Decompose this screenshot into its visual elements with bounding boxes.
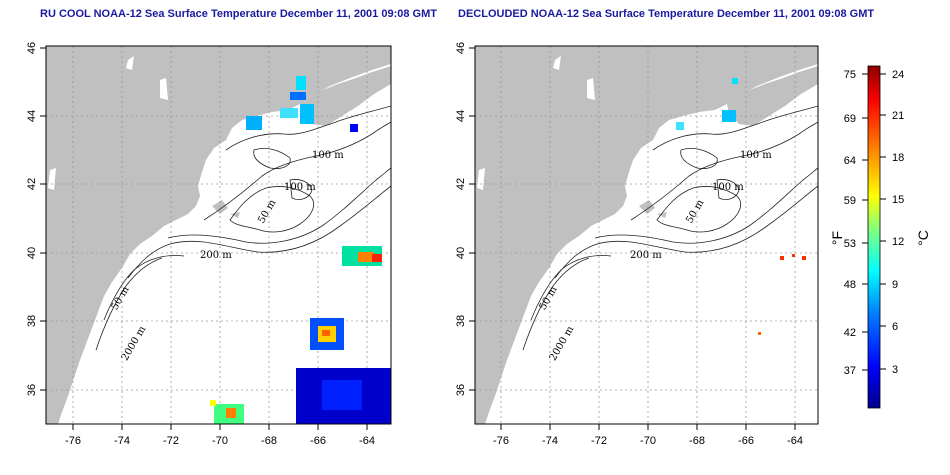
colorbar: 75 69 64 59 53 48 42 37 24 21 18 15 12 9…: [829, 65, 931, 409]
panel-2-title: DECLOUDED NOAA-12 Sea Surface Temperatur…: [458, 8, 875, 20]
celsius-label: °C: [915, 230, 931, 246]
contour-label: 100 m: [312, 150, 344, 161]
contour-label: 100 m: [284, 182, 316, 193]
lat-tick-label: 44: [455, 110, 467, 122]
map-panel-2: 100 m 100 m 50 m 200 m 50 m 2000 m -76 -…: [455, 42, 819, 447]
panel-1-title: RU COOL NOAA-12 Sea Surface Temperature …: [40, 8, 437, 20]
map-panel-1: 100 m 100 m 50 m 200 m 50 m 2000 m -76 -…: [26, 42, 392, 447]
lon-tick-label: -70: [212, 435, 228, 447]
lat-tick-label: 38: [455, 315, 467, 327]
grid-lines: [475, 46, 818, 424]
celsius-tick: 21: [892, 110, 904, 122]
bathymetry-contours: [95, 105, 391, 351]
lon-tick-label: -74: [114, 435, 130, 447]
lat-tick-label: 46: [455, 42, 467, 54]
fahrenheit-tick: 75: [844, 69, 856, 81]
lat-tick-label: 40: [26, 247, 38, 259]
fahrenheit-tick: 37: [844, 365, 856, 377]
lon-tick-label: -66: [310, 435, 326, 447]
lon-tick-label: -74: [542, 435, 558, 447]
lat-tick-label: 40: [455, 247, 467, 259]
fahrenheit-tick: 53: [844, 238, 856, 250]
lon-tick-label: -70: [640, 435, 656, 447]
lon-tick-label: -72: [591, 435, 607, 447]
land-mass: [475, 46, 818, 424]
fahrenheit-tick: 69: [844, 113, 856, 125]
lon-tick-label: -72: [163, 435, 179, 447]
nova-scotia: [300, 66, 391, 126]
colorbar-gradient: [867, 65, 881, 409]
contour-label: 200 m: [200, 250, 232, 261]
lon-tick-label: -64: [359, 435, 375, 447]
lat-tick-label: 44: [26, 110, 38, 122]
bathymetry-contours: [522, 105, 818, 351]
fahrenheit-tick: 64: [844, 155, 856, 167]
fahrenheit-label: °F: [829, 231, 845, 245]
fahrenheit-tick: 42: [844, 327, 856, 339]
celsius-tick: 3: [892, 364, 898, 376]
lat-tick-label: 46: [26, 42, 38, 54]
celsius-tick: 18: [892, 152, 904, 164]
fahrenheit-tick: 59: [844, 195, 856, 207]
contour-label: 100 m: [740, 150, 772, 161]
sst-pixels: [210, 76, 391, 424]
celsius-tick: 12: [892, 236, 904, 248]
celsius-tick: 24: [892, 69, 904, 81]
fahrenheit-tick: 48: [844, 279, 856, 291]
lon-tick-label: -64: [787, 435, 803, 447]
lat-tick-label: 42: [26, 178, 38, 190]
celsius-tick: 6: [892, 321, 898, 333]
celsius-tick: 9: [892, 279, 898, 291]
contour-label: 100 m: [712, 182, 744, 193]
lat-tick-label: 36: [455, 384, 467, 396]
lat-tick-label: 38: [26, 315, 38, 327]
celsius-tick: 15: [892, 194, 904, 206]
lon-tick-label: -76: [65, 435, 81, 447]
contour-label: 200 m: [630, 250, 662, 261]
lon-tick-label: -66: [738, 435, 754, 447]
grid-lines: [46, 46, 391, 424]
lon-tick-label: -76: [493, 435, 509, 447]
lat-tick-label: 42: [455, 178, 467, 190]
sst-pixels: [676, 78, 806, 335]
lat-tick-label: 36: [26, 384, 38, 396]
land-mass: [46, 46, 391, 424]
lon-tick-label: -68: [261, 435, 277, 447]
lon-tick-label: -68: [689, 435, 705, 447]
